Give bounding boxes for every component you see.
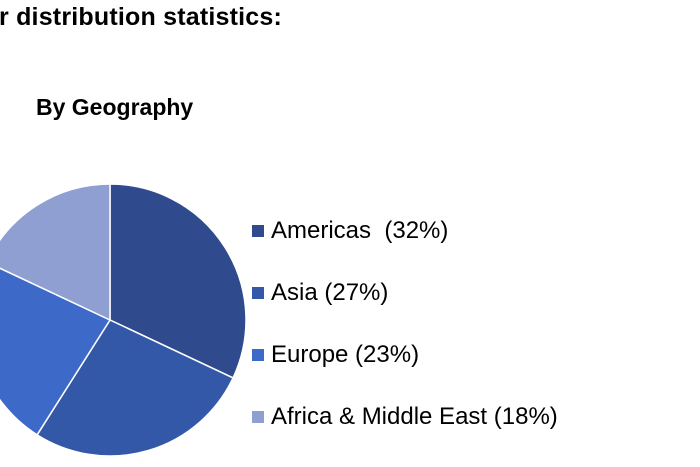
- legend-label-americas: Americas (32%): [271, 217, 449, 244]
- legend-swatch-asia: [252, 287, 264, 299]
- legend-swatch-americas: [252, 225, 264, 237]
- chart-legend: Americas (32%) Asia (27%) Europe (23%) A…: [252, 200, 558, 448]
- pie-slice-asia: [36, 319, 235, 457]
- pie-slice-europe: [0, 267, 112, 436]
- section-heading: r distribution statistics:: [0, 3, 283, 31]
- legend-swatch-africa-middle-east: [252, 411, 264, 423]
- pie-slice-africa-middle-east: [0, 183, 111, 322]
- chart-title: By Geography: [36, 94, 194, 120]
- legend-label-africa-middle-east: Africa & Middle East (18%): [271, 403, 558, 430]
- legend-item-europe: Europe (23%): [252, 324, 558, 386]
- legend-item-americas: Americas (32%): [252, 200, 558, 262]
- pie-slice-americas: [109, 183, 247, 379]
- legend-swatch-europe: [252, 349, 264, 361]
- legend-item-asia: Asia (27%): [252, 262, 558, 324]
- legend-label-asia: Asia (27%): [271, 279, 389, 306]
- legend-item-africa-middle-east: Africa & Middle East (18%): [252, 386, 558, 448]
- legend-label-europe: Europe (23%): [271, 341, 420, 368]
